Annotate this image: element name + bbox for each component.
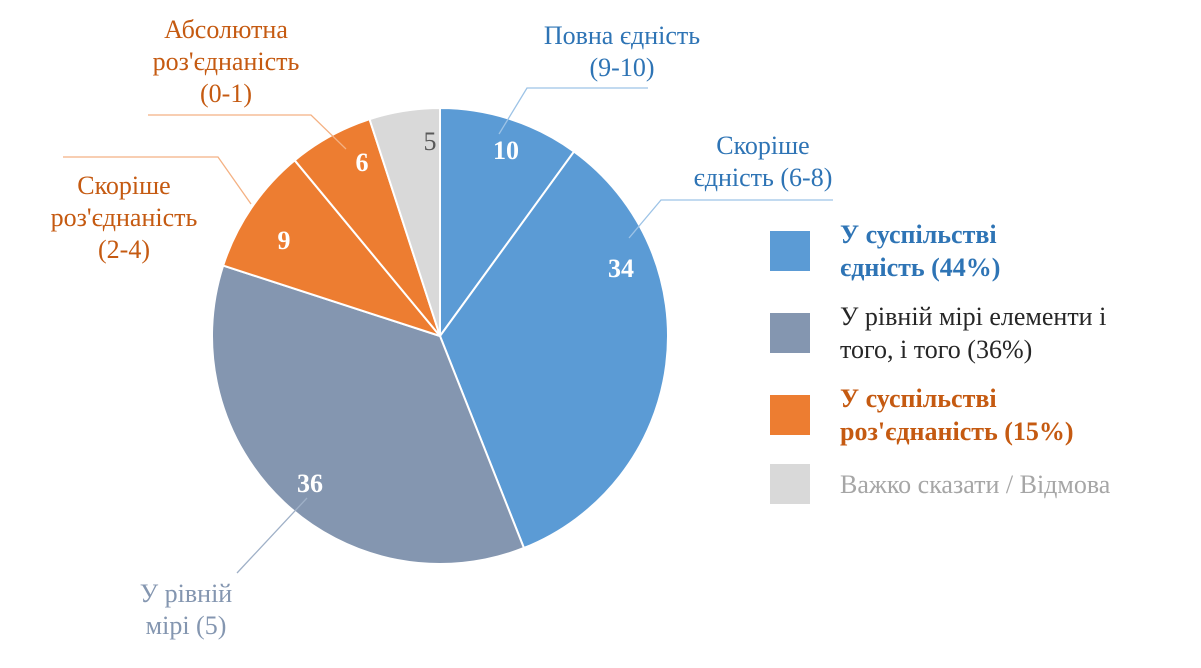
pie-slice-5	[368, 107, 441, 337]
slice-value-label-5: 5	[424, 127, 437, 156]
leader-line	[148, 114, 347, 150]
legend-label-unity: У суспільстві єдність (44%)	[840, 220, 1001, 282]
legend-swatch-division	[770, 395, 810, 435]
legend-swatch-unity	[770, 231, 810, 271]
legend: У суспільстві єдність (44%) У рівній мір…	[770, 218, 1110, 504]
legend-label-equal: У рівній мірі елементи і того, і того (3…	[840, 302, 1107, 364]
legend-label-division: У суспільстві роз'єднаність (15%)	[840, 384, 1074, 446]
legend-label-hard-to-say: Важко сказати / Відмова	[840, 469, 1111, 499]
pie-slice-1	[439, 150, 669, 549]
callout-skorishe-yednist: Скоріше єдність (6-8)	[693, 131, 833, 192]
callout-povna-yednist: Повна єдність (9-10)	[543, 21, 701, 82]
slice-value-label-3: 9	[278, 226, 291, 255]
slice-value-label-2: 36	[297, 469, 323, 498]
callout-skorishe-rozyednanist: Скоріше роз'єднаність (2-4)	[50, 171, 198, 264]
legend-item-division: У суспільстві роз'єднаність (15%)	[770, 382, 1110, 448]
leader-line	[63, 156, 252, 205]
pie-slice-0	[439, 107, 576, 337]
slice-value-label-0: 10	[493, 136, 519, 165]
leader-line	[498, 87, 648, 135]
pie-slice-2	[211, 264, 525, 565]
pie-slice-3	[222, 159, 441, 337]
callout-absolutna-rozyednanist: Абсолютна роз'єднаність (0-1)	[152, 15, 300, 108]
leader-line	[628, 199, 833, 239]
callout-u-rivniy-miri: У рівній мірі (5)	[139, 579, 233, 640]
legend-swatch-equal	[770, 313, 810, 353]
slice-value-label-1: 34	[608, 254, 634, 283]
slice-value-label-4: 6	[356, 148, 369, 177]
leader-line	[236, 497, 308, 574]
legend-item-hard-to-say: Важко сказати / Відмова	[770, 464, 1110, 504]
legend-item-unity: У суспільстві єдність (44%)	[770, 218, 1110, 284]
legend-swatch-hard-to-say	[770, 464, 810, 504]
legend-item-equal: У рівній мірі елементи і того, і того (3…	[770, 300, 1110, 366]
